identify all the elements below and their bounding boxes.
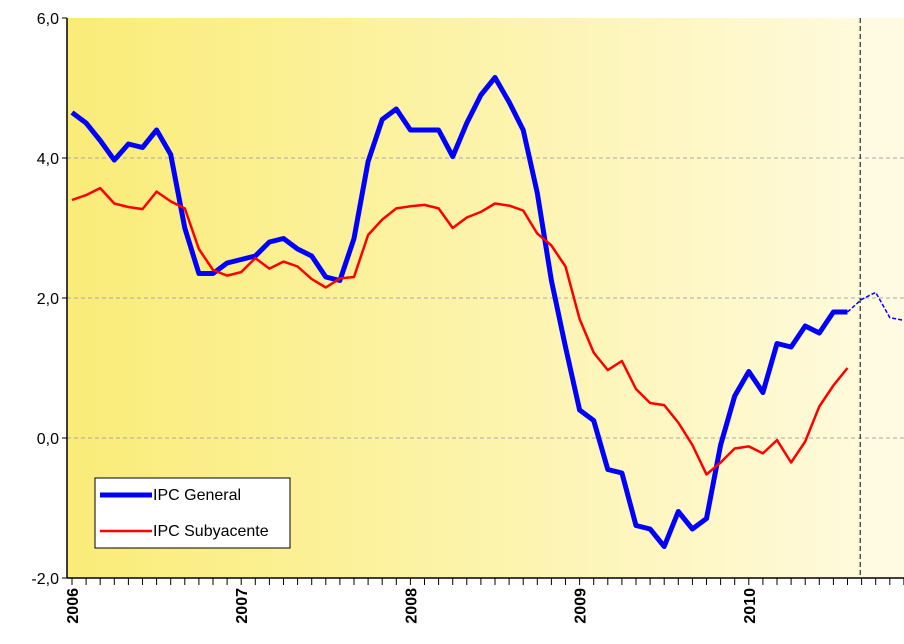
x-tick-label: 2010 [742,588,759,624]
series-line [71,186,849,476]
legend-label: IPC General [153,487,241,504]
y-tick-label: -2,0 [31,571,59,588]
y-tick-label: 0,0 [37,431,59,448]
series-line [847,291,904,322]
y-tick-label: 4,0 [37,151,59,168]
legend-label: IPC Subyacente [153,523,269,540]
y-tick-label: 2,0 [37,291,59,308]
x-tick-label: 2009 [573,588,590,624]
x-tick-label: 2008 [403,588,420,624]
legend-box [94,477,291,549]
y-tick-label: 6,0 [37,11,59,28]
series-line [70,75,848,549]
legend: IPC General IPC Subyacente [94,477,291,549]
x-tick-label: 2007 [234,588,251,624]
x-tick-label: 2006 [65,588,82,624]
